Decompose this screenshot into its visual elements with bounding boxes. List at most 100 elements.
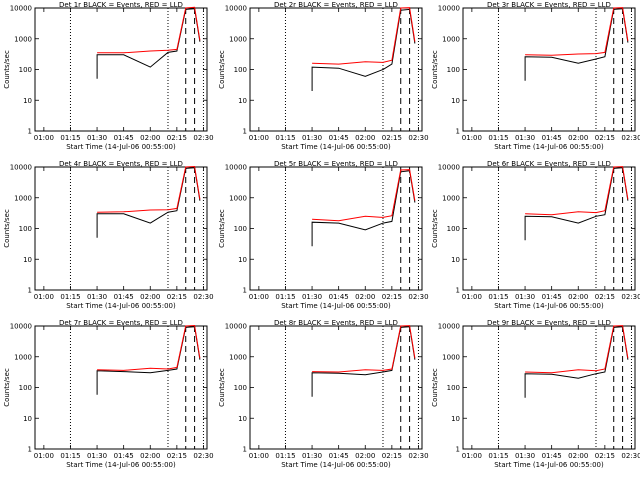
y-tick-label: 1000 — [442, 353, 460, 361]
chart-panel-9: Det 9r BLACK = Events, RED = LLD 1 10 100 10… — [431, 319, 640, 469]
y-axis-label: Counts/sec — [431, 50, 439, 89]
y-axis-label: Counts/sec — [218, 368, 226, 407]
chart-title: Det 6r BLACK = Events, RED = LLD — [487, 160, 611, 168]
y-tick-label: 100 — [19, 225, 32, 233]
y-tick-label: 1000 — [14, 194, 32, 202]
y-tick-label: 1 — [28, 446, 32, 454]
y-tick-label: 10000 — [225, 5, 247, 13]
y-tick-label: 10000 — [438, 164, 460, 172]
x-axis-label: Start Time (14-Jul-06 00:55:00) — [66, 302, 176, 310]
y-tick-label: 10 — [238, 256, 247, 264]
x-tick-label: 02:30 — [621, 452, 640, 460]
chart-title: Det 9r BLACK = Events, RED = LLD — [487, 319, 611, 327]
x-tick-label: 01:30 — [87, 293, 107, 301]
chart-title: Det 7r BLACK = Events, RED = LLD — [59, 319, 183, 327]
plot-frame — [249, 325, 423, 450]
chart-title: Det 4r BLACK = Events, RED = LLD — [59, 160, 183, 168]
x-tick-label: 02:15 — [595, 293, 615, 301]
x-tick-label: 02:30 — [193, 293, 213, 301]
x-tick-label: 01:30 — [515, 452, 535, 460]
y-tick-label: 100 — [234, 225, 247, 233]
y-tick-label: 10 — [451, 97, 460, 105]
series-line-lld — [525, 7, 629, 56]
x-tick-label: 02:15 — [595, 134, 615, 142]
x-tick-label: 01:30 — [302, 293, 322, 301]
y-tick-label: 10 — [238, 415, 247, 423]
series-line-events — [311, 326, 416, 397]
x-tick-label: 01:30 — [87, 134, 107, 142]
x-tick-label: 01:15 — [488, 293, 508, 301]
series-line-lld — [97, 165, 201, 213]
y-axis-label: Counts/sec — [218, 209, 226, 248]
x-tick-label: 02:00 — [355, 452, 375, 460]
x-tick-label: 01:00 — [249, 452, 269, 460]
series-line-events — [96, 326, 201, 395]
x-axis-label: Start Time (14-Jul-06 00:55:00) — [66, 143, 176, 151]
chart-panel-4: Det 4r BLACK = Events, RED = LLD 1 10 100 10… — [3, 160, 214, 310]
chart-title: Det 2r BLACK = Events, RED = LLD — [274, 1, 398, 9]
y-tick-label: 100 — [234, 384, 247, 392]
x-tick-label: 02:15 — [382, 134, 402, 142]
x-tick-label: 01:45 — [114, 134, 134, 142]
y-tick-label: 1 — [243, 446, 247, 454]
y-axis-label: Counts/sec — [3, 368, 11, 407]
series-line-events — [524, 167, 629, 241]
y-tick-label: 1 — [456, 446, 460, 454]
y-tick-label: 1 — [28, 287, 32, 295]
y-tick-label: 1000 — [442, 194, 460, 202]
x-tick-label: 01:45 — [329, 452, 349, 460]
x-tick-label: 01:00 — [34, 134, 54, 142]
x-tick-label: 01:00 — [462, 452, 482, 460]
x-tick-label: 02:00 — [140, 293, 160, 301]
y-tick-label: 1000 — [229, 35, 247, 43]
chart-panel-7: Det 7r BLACK = Events, RED = LLD 1 10 100 10… — [3, 319, 214, 469]
x-axis-label: Start Time (14-Jul-06 00:55:00) — [281, 143, 391, 151]
chart-panel-2: Det 2r BLACK = Events, RED = LLD 1 10 100 10… — [218, 1, 429, 151]
x-tick-label: 02:00 — [140, 452, 160, 460]
x-tick-label: 02:15 — [167, 134, 187, 142]
y-axis-label: Counts/sec — [3, 209, 11, 248]
x-tick-label: 02:00 — [568, 452, 588, 460]
x-tick-label: 01:30 — [515, 293, 535, 301]
x-tick-label: 02:00 — [140, 134, 160, 142]
y-tick-label: 10 — [238, 97, 247, 105]
y-axis-label: Counts/sec — [3, 50, 11, 89]
x-tick-label: 01:30 — [515, 134, 535, 142]
plot-frame — [462, 7, 636, 132]
x-tick-label: 01:45 — [329, 293, 349, 301]
x-tick-label: 01:15 — [488, 452, 508, 460]
y-tick-label: 100 — [447, 66, 460, 74]
y-tick-label: 10 — [23, 97, 32, 105]
chart-title: Det 8r BLACK = Events, RED = LLD — [274, 319, 398, 327]
y-tick-label: 100 — [447, 384, 460, 392]
plot-frame — [249, 166, 423, 291]
x-tick-label: 01:00 — [249, 293, 269, 301]
x-tick-label: 01:45 — [329, 134, 349, 142]
series-line-lld — [97, 324, 201, 371]
plot-frame — [462, 166, 636, 291]
y-tick-label: 10000 — [10, 164, 32, 172]
series-line-events — [524, 8, 629, 81]
x-tick-label: 01:30 — [87, 452, 107, 460]
x-tick-label: 01:15 — [275, 293, 295, 301]
y-tick-label: 1000 — [14, 35, 32, 43]
y-axis-label: Counts/sec — [431, 368, 439, 407]
x-tick-label: 02:00 — [355, 134, 375, 142]
y-tick-label: 1000 — [442, 35, 460, 43]
series-line-lld — [525, 325, 629, 374]
y-tick-label: 10000 — [10, 5, 32, 13]
x-tick-label: 02:00 — [355, 293, 375, 301]
x-tick-label: 01:45 — [114, 452, 134, 460]
x-tick-label: 02:15 — [595, 452, 615, 460]
x-axis-label: Start Time (14-Jul-06 00:55:00) — [281, 461, 391, 469]
chart-panel-1: Det 1r BLACK = Events, RED = LLD 1 10 100 10… — [3, 1, 214, 151]
x-tick-label: 02:15 — [382, 293, 402, 301]
y-tick-label: 100 — [19, 384, 32, 392]
x-axis-label: Start Time (14-Jul-06 00:55:00) — [494, 302, 604, 310]
x-tick-label: 01:15 — [275, 134, 295, 142]
series-line-lld — [312, 7, 416, 65]
series-line-events — [96, 167, 201, 238]
y-tick-label: 1000 — [14, 353, 32, 361]
x-tick-label: 02:15 — [167, 452, 187, 460]
